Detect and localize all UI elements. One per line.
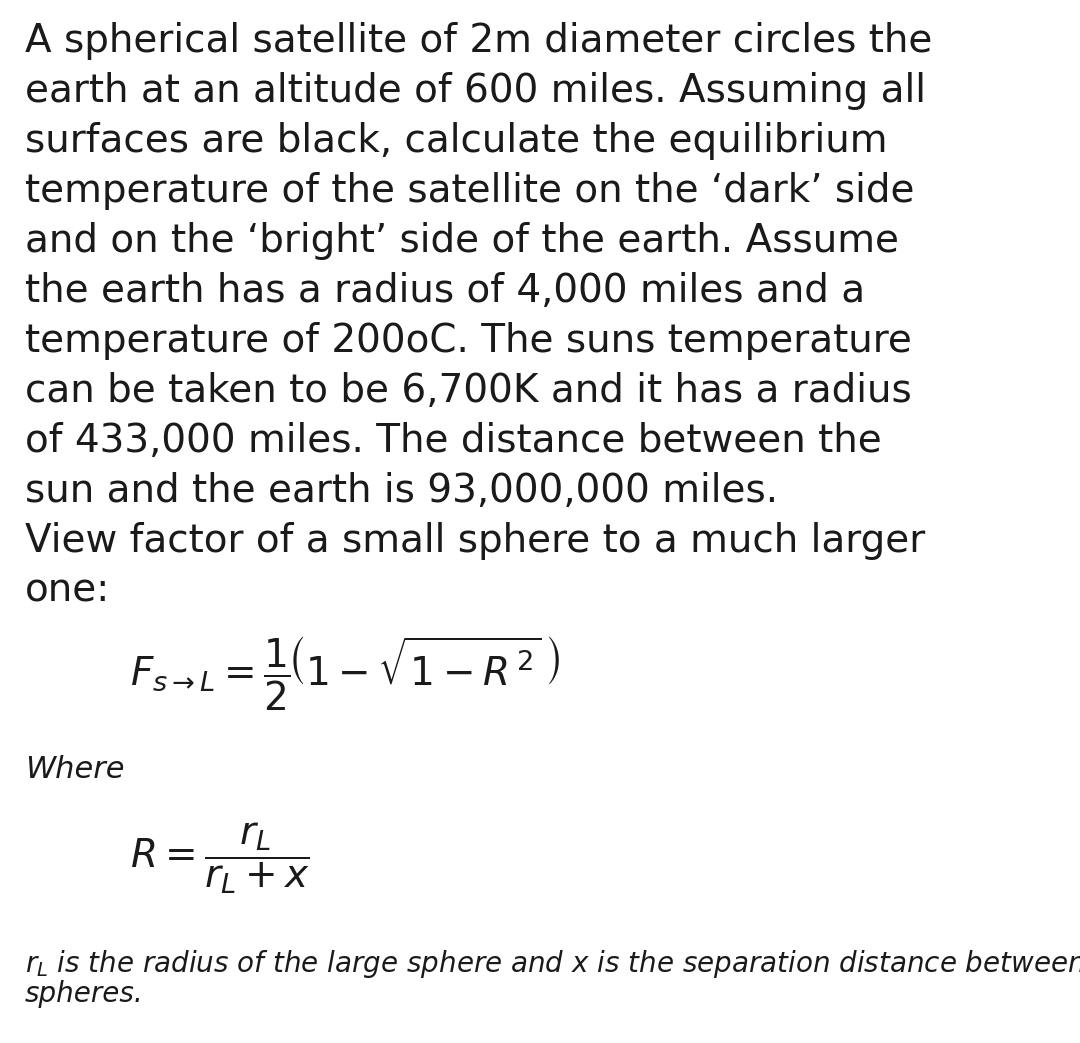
Text: and on the ‘bright’ side of the earth. Assume: and on the ‘bright’ side of the earth. A… [25,222,899,260]
Text: $R = \dfrac{r_L}{r_L + x}$: $R = \dfrac{r_L}{r_L + x}$ [130,820,310,896]
Text: surfaces are black, calculate the equilibrium: surfaces are black, calculate the equili… [25,122,888,160]
Text: temperature of 200oC. The suns temperature: temperature of 200oC. The suns temperatu… [25,322,912,360]
Text: temperature of the satellite on the ‘dark’ side: temperature of the satellite on the ‘dar… [25,172,915,210]
Text: earth at an altitude of 600 miles. Assuming all: earth at an altitude of 600 miles. Assum… [25,72,926,110]
Text: spheres.: spheres. [25,980,144,1008]
Text: the earth has a radius of 4,000 miles and a: the earth has a radius of 4,000 miles an… [25,272,865,310]
Text: Where: Where [25,755,124,784]
Text: $F_{s \rightarrow L} = \dfrac{1}{2}\!\left(1 - \sqrt{1 - R^{\,2}}\,\right)$: $F_{s \rightarrow L} = \dfrac{1}{2}\!\le… [130,635,561,713]
Text: sun and the earth is 93,000,000 miles.: sun and the earth is 93,000,000 miles. [25,472,778,510]
Text: $r_L$ is the radius of the large sphere and $x$ is the separation distance betwe: $r_L$ is the radius of the large sphere … [25,948,1080,980]
Text: can be taken to be 6,700K and it has a radius: can be taken to be 6,700K and it has a r… [25,372,912,410]
Text: A spherical satellite of 2m diameter circles the: A spherical satellite of 2m diameter cir… [25,22,932,60]
Text: View factor of a small sphere to a much larger: View factor of a small sphere to a much … [25,522,926,560]
Text: of 433,000 miles. The distance between the: of 433,000 miles. The distance between t… [25,422,881,460]
Text: one:: one: [25,572,110,610]
